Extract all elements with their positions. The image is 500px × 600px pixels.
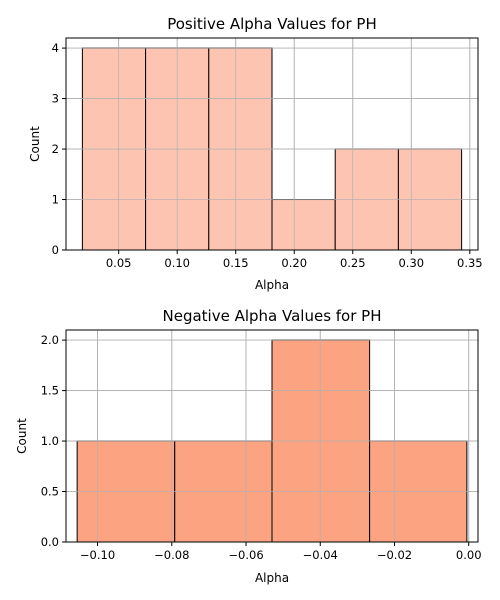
y-tick-label: 1 xyxy=(52,193,59,207)
x-tick-label: 0.05 xyxy=(106,256,132,270)
x-tick-label: 0.20 xyxy=(281,256,307,270)
x-tick-label: −0.02 xyxy=(377,548,412,562)
plot-frame xyxy=(65,37,479,251)
x-tick-label: 0.10 xyxy=(164,256,190,270)
x-tick-label: −0.06 xyxy=(228,548,263,562)
y-tick-label: 1.0 xyxy=(41,434,59,448)
y-tick-label: 0.0 xyxy=(41,535,59,549)
chart-positive-alpha: Positive Alpha Values for PH Alpha Count… xyxy=(28,15,483,292)
y-tick-label: 3 xyxy=(52,92,59,106)
y-tick-label: 2.0 xyxy=(41,333,59,347)
x-tick-label: −0.08 xyxy=(154,548,189,562)
x-tick-label: 0.15 xyxy=(223,256,249,270)
x-tick-label: 0.35 xyxy=(457,256,483,270)
chart-title: Negative Alpha Values for PH xyxy=(163,307,382,325)
y-tick-label: 0.5 xyxy=(41,485,59,499)
plot-frame xyxy=(65,329,479,543)
x-tick-label: 0.30 xyxy=(398,256,424,270)
x-tick-label: 0.25 xyxy=(340,256,366,270)
y-tick-label: 4 xyxy=(52,41,59,55)
histogram-bar xyxy=(271,199,336,251)
x-tick-label: 0.00 xyxy=(456,548,482,562)
y-tick-label: 0 xyxy=(52,243,59,257)
chart-title: Positive Alpha Values for PH xyxy=(167,15,377,33)
x-axis-label: Alpha xyxy=(255,571,289,585)
x-axis-label: Alpha xyxy=(255,278,289,292)
chart-negative-alpha: Negative Alpha Values for PH Alpha Count… xyxy=(15,307,482,585)
x-tick-label: −0.10 xyxy=(80,548,115,562)
y-tick-label: 2 xyxy=(52,142,59,156)
y-axis-label: Count xyxy=(28,126,42,162)
y-tick-label: 1.5 xyxy=(41,384,59,398)
x-tick-label: −0.04 xyxy=(303,548,338,562)
y-axis-label: Count xyxy=(15,418,29,454)
